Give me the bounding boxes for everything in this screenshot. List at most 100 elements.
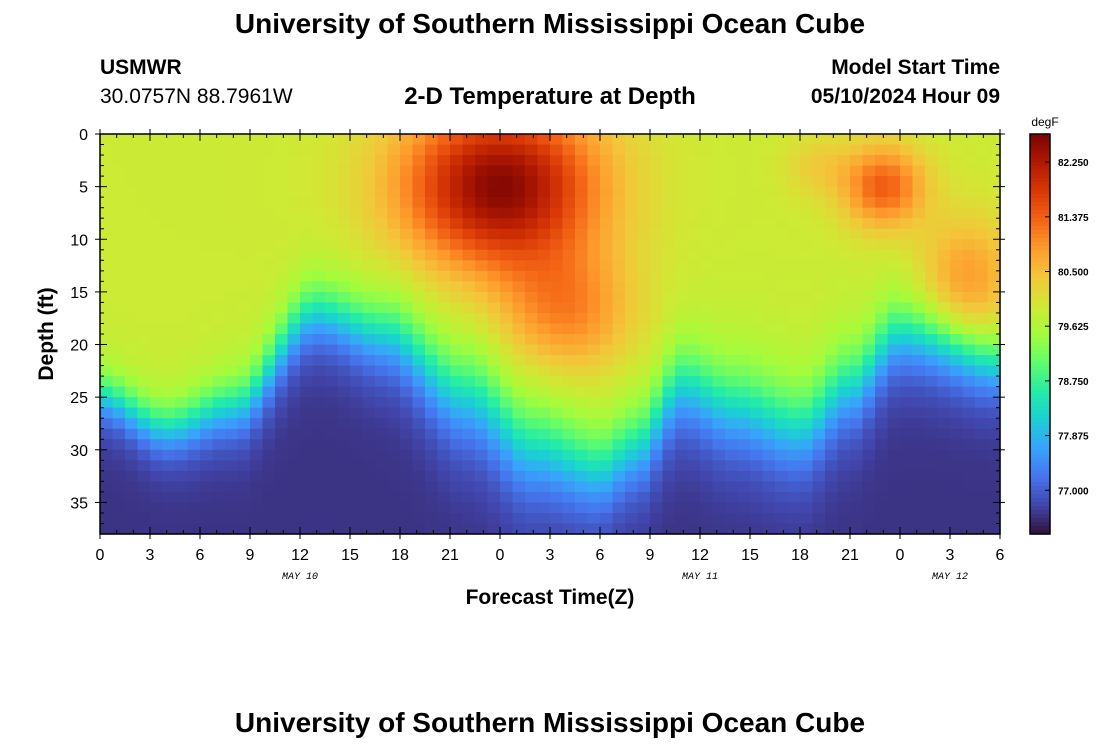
heatmap-cell: [112, 207, 126, 219]
heatmap-cell: [875, 344, 889, 356]
heatmap-cell: [212, 365, 226, 377]
heatmap-cell: [887, 344, 901, 356]
heatmap-cell: [912, 523, 926, 535]
heatmap-cell: [612, 228, 626, 240]
heatmap-cell: [650, 249, 664, 261]
heatmap-cell: [225, 228, 239, 240]
heatmap-cell: [425, 428, 439, 440]
heatmap-cell: [787, 176, 801, 188]
heatmap-cell: [337, 407, 351, 419]
heatmap-cell: [862, 281, 876, 293]
heatmap-cell: [450, 481, 464, 493]
heatmap-cell: [425, 470, 439, 482]
heatmap-cell: [200, 144, 214, 156]
heatmap-cell: [962, 291, 976, 304]
heatmap-cell: [262, 376, 276, 388]
heatmap-cell: [837, 481, 851, 493]
heatmap-cell: [112, 144, 126, 156]
heatmap-cell: [950, 491, 964, 504]
heatmap-cell: [225, 502, 239, 514]
heatmap-cell: [900, 418, 914, 430]
heatmap-cell: [562, 523, 576, 535]
heatmap-cell: [512, 355, 526, 367]
heatmap-cell: [487, 218, 501, 230]
heatmap-cell: [600, 270, 614, 282]
temperature-depth-chart: 0 3 6 9 12 15 18 21 0 3 6 9 12 15 18 21 0 3 6 051015202530…: [35, 115, 1089, 609]
colorbar-segment: [1030, 382, 1050, 387]
heatmap-cell: [175, 355, 189, 367]
heatmap-cell: [737, 449, 751, 461]
heatmap-cell: [300, 439, 314, 451]
heatmap-cell: [737, 239, 751, 251]
heatmap-cell: [787, 397, 801, 409]
heatmap-cell: [525, 302, 539, 314]
heatmap-cell: [337, 418, 351, 430]
heatmap-cell: [900, 207, 914, 219]
heatmap-cell: [600, 260, 614, 272]
heatmap-cell: [350, 365, 364, 377]
heatmap-cell: [812, 186, 826, 198]
heatmap-cell: [812, 502, 826, 514]
heatmap-cell: [775, 428, 789, 440]
heatmap-cell: [875, 312, 889, 325]
colorbar-segment: [1030, 158, 1050, 163]
heatmap-cell: [200, 249, 214, 261]
heatmap-cell: [137, 218, 151, 230]
heatmap-cell: [112, 281, 126, 293]
heatmap-cell: [200, 155, 214, 167]
heatmap-cell: [825, 186, 839, 198]
heatmap-cell: [587, 365, 601, 377]
heatmap-cell: [825, 155, 839, 167]
heatmap-cell: [262, 344, 276, 356]
heatmap-cell: [775, 302, 789, 314]
heatmap-cell: [550, 449, 564, 461]
heatmap-cell: [687, 239, 701, 251]
heatmap-cell: [862, 144, 876, 156]
heatmap-cell: [212, 523, 226, 535]
heatmap-cell: [725, 165, 739, 177]
heatmap-cell: [425, 386, 439, 398]
heatmap-cell: [150, 502, 164, 514]
heatmap-cell: [575, 197, 589, 209]
heatmap-cell: [750, 502, 764, 514]
heatmap-cell: [987, 502, 1001, 514]
heatmap-cell: [275, 449, 289, 461]
heatmap-cell: [312, 481, 326, 493]
heatmap-cell: [125, 249, 139, 261]
heatmap-cell: [912, 397, 926, 409]
x-tick-label: 15: [341, 547, 359, 564]
heatmap-cell: [975, 449, 989, 461]
heatmap-cell: [950, 312, 964, 325]
heatmap-cell: [175, 502, 189, 514]
heatmap-cell: [562, 134, 576, 146]
heatmap-cell: [637, 312, 651, 325]
heatmap-cell: [737, 491, 751, 504]
colorbar-segment: [1030, 322, 1050, 327]
heatmap-cell: [775, 439, 789, 451]
heatmap-cell: [887, 418, 901, 430]
heatmap-cell: [862, 460, 876, 472]
heatmap-cell: [912, 502, 926, 514]
heatmap-cell: [400, 376, 414, 388]
heatmap-cell: [700, 449, 714, 461]
heatmap-cell: [400, 291, 414, 304]
heatmap-cell: [812, 449, 826, 461]
heatmap-cell: [237, 165, 251, 177]
heatmap-cell: [537, 376, 551, 388]
heatmap-cell: [987, 355, 1001, 367]
heatmap-cell: [662, 249, 676, 261]
heatmap-cell: [250, 281, 264, 293]
heatmap-cell: [725, 228, 739, 240]
heatmap-cell: [437, 207, 451, 219]
heatmap-cell: [437, 523, 451, 535]
heatmap-cell: [900, 491, 914, 504]
x-axis-ticks: [99, 129, 1001, 539]
heatmap-cell: [650, 355, 664, 367]
heatmap-cell: [762, 512, 776, 525]
heatmap-cell: [587, 281, 601, 293]
heatmap-cell: [312, 439, 326, 451]
heatmap-cell: [487, 186, 501, 198]
heatmap-cell: [937, 218, 951, 230]
heatmap-cell: [387, 165, 401, 177]
heatmap-cell: [312, 502, 326, 514]
